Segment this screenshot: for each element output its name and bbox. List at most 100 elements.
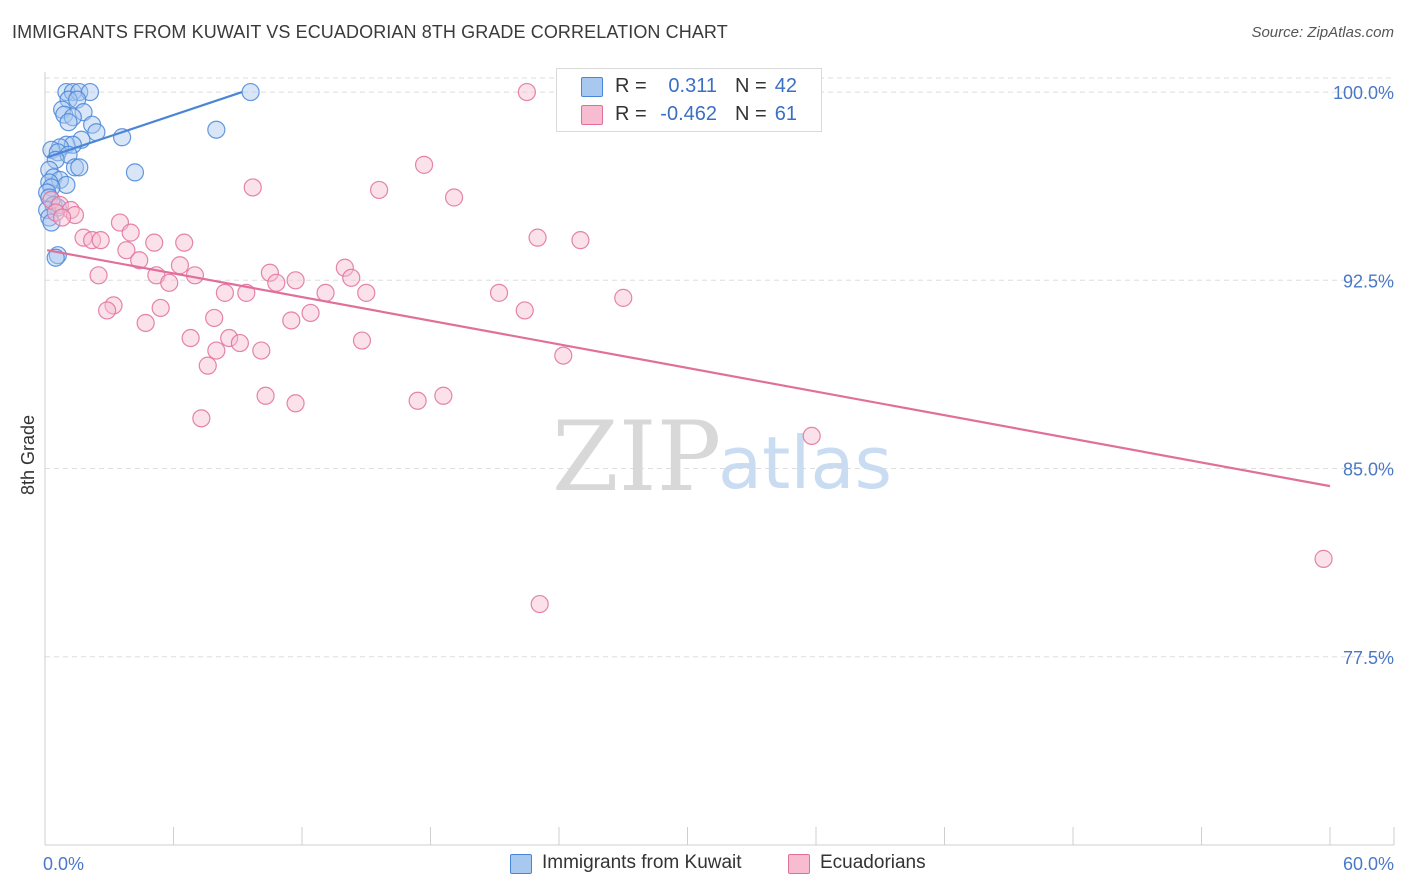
y-tick-label: 85.0% (1343, 460, 1394, 480)
ecuadorian-point (170, 256, 190, 275)
ecuadorian-point (192, 409, 211, 428)
ecuadorian-point (207, 341, 226, 360)
watermark-atlas: atlas (718, 421, 892, 505)
stats-row-kuwait: R = 0.311 N = 42 (557, 73, 821, 101)
series-legend: Immigrants from Kuwait Ecuadorians (0, 852, 1406, 878)
ecuadorian-point (145, 233, 164, 252)
ecuadorian-point (554, 346, 573, 365)
ecuadorian-point (489, 283, 509, 302)
stats-row-ecuadorians: R = -0.462 N = 61 (557, 101, 821, 129)
ecuadorian-point (414, 155, 434, 174)
ecuadorian-point (89, 266, 108, 285)
ecuadorian-point (335, 258, 354, 277)
kuwait-point (42, 213, 61, 232)
ecuadorian-point (175, 233, 194, 252)
r-value: 0.311 (668, 75, 717, 97)
y-tick-label: 100.0% (1333, 83, 1394, 103)
ecuadorian-point (357, 283, 376, 302)
trend-lines (46, 91, 1331, 488)
x-tick-label: 60.0% (1343, 854, 1394, 874)
ecuadorian-point (121, 223, 140, 242)
watermark: ZIP atlas (552, 401, 892, 513)
y-tick-label: 77.5% (1343, 648, 1394, 668)
ecuadorian-point (802, 426, 821, 446)
r-label: R = (615, 103, 647, 125)
gridlines (45, 77, 1394, 658)
ecuadorian-point (282, 311, 301, 330)
chart-title: IMMIGRANTS FROM KUWAIT VS ECUADORIAN 8TH… (12, 22, 728, 42)
ecuadorian-point (571, 231, 590, 250)
legend-swatch-kuwait (510, 854, 532, 874)
ecuadorian-point (434, 386, 453, 405)
ecuadorian-point (117, 241, 136, 260)
ecuadorian-point (243, 178, 262, 197)
ecuadorian-point (91, 231, 110, 250)
data-points (38, 82, 1333, 614)
ecuadorian-point (53, 208, 72, 227)
ecuadorian-point (614, 288, 633, 307)
kuwait-swatch (581, 77, 603, 97)
ecuadorian-point (528, 228, 547, 247)
kuwait-point (74, 103, 93, 122)
ecuadorian-point (515, 301, 534, 320)
ecuadorian-point (517, 82, 536, 102)
y-axis-label: 8th Grade (18, 415, 38, 495)
x-tick-label: 0.0% (43, 854, 84, 874)
ecuadorian-point (301, 303, 320, 323)
ecuadorian-point (408, 391, 427, 410)
n-value: 61 (774, 103, 797, 125)
ecuadorian-point (160, 273, 179, 292)
ecuadorian-point (151, 298, 170, 318)
r-value: -0.462 (660, 103, 717, 125)
kuwait-point (70, 158, 89, 177)
y-tick-label: 92.5% (1343, 271, 1394, 291)
ecuadorian-point (98, 301, 117, 320)
ecuadorian-point (205, 308, 224, 328)
ecuadorian-point (256, 386, 275, 405)
ecuadorian-point (260, 263, 279, 282)
watermark-zip: ZIP (552, 401, 721, 513)
y-tick-labels: 100.0% 92.5% 85.0% 77.5% (1333, 83, 1394, 668)
ecuadorian-point (198, 356, 217, 375)
ecuadorian-point (130, 251, 149, 270)
ecuadorian-point (286, 271, 305, 290)
ecuadorian-point (136, 313, 155, 333)
n-label: N = (735, 75, 767, 97)
n-value: 42 (774, 75, 797, 97)
x-tick-labels: 0.0% 60.0% (43, 854, 1394, 874)
kuwait-point (57, 82, 76, 102)
ecuadorian-point (267, 273, 286, 292)
ecuadorian-point (530, 594, 549, 614)
kuwait-point (241, 82, 260, 102)
ecuadorian-point (230, 333, 249, 353)
ecuadorian-point (352, 331, 372, 350)
ecuadorian-point (286, 394, 305, 413)
ecuadorian-point (181, 328, 200, 348)
legend-label-kuwait: Immigrants from Kuwait (542, 852, 742, 873)
kuwait-point (57, 175, 76, 195)
ecuadorian-trend-line (46, 249, 1331, 488)
kuwait-trend-line (46, 91, 243, 159)
ecuadorians-swatch (581, 105, 603, 125)
source-label: Source: ZipAtlas.com (1251, 24, 1394, 41)
ecuadorian-point (316, 283, 335, 302)
legend-label-ecuadorians: Ecuadorians (820, 852, 926, 873)
ecuadorian-point (444, 188, 464, 207)
ecuadorian-point (252, 341, 271, 360)
kuwait-point (48, 143, 67, 162)
kuwait-point (70, 82, 89, 102)
ecuadorian-point (220, 328, 239, 348)
kuwait-point (207, 120, 226, 139)
legend-swatch-ecuadorians (788, 854, 810, 874)
stats-legend: R = 0.311 N = 42 R = -0.462 N = 61 (556, 68, 822, 132)
kuwait-point (65, 158, 85, 177)
ecuadorian-point (1314, 549, 1333, 568)
ecuadorian-point (342, 268, 361, 287)
kuwait-point (59, 113, 78, 132)
kuwait-point (125, 163, 145, 182)
ecuadorian-point (370, 180, 389, 200)
r-label: R = (615, 75, 647, 97)
n-label: N = (735, 103, 767, 125)
ecuadorian-point (215, 283, 234, 302)
